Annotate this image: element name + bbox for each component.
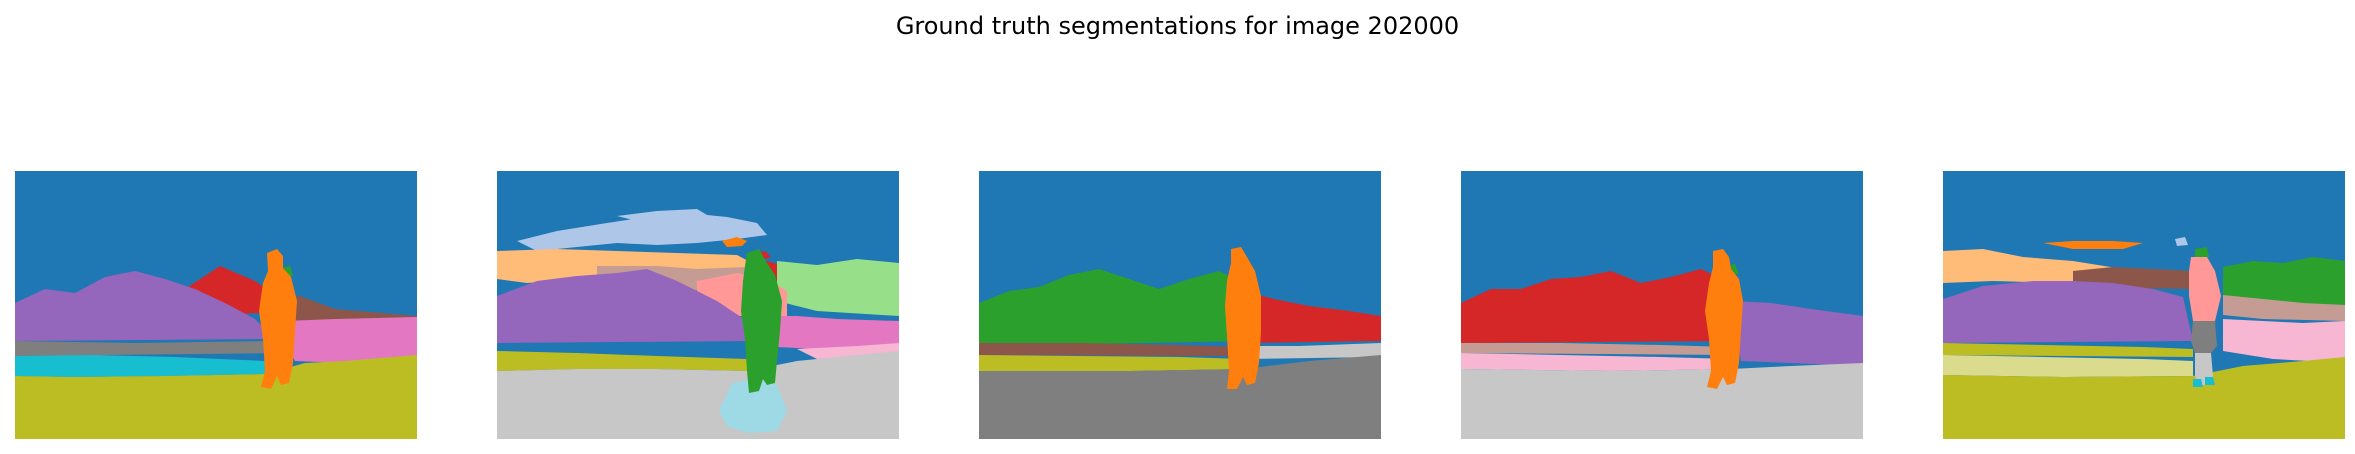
- segment-cloud-light-blue: [2175, 237, 2188, 246]
- segmentation-map-5: [1943, 171, 2345, 439]
- segmentation-map-2: [497, 171, 899, 439]
- segmentation-panel-5: [1943, 171, 2345, 439]
- segment-olive-strip: [1943, 343, 2193, 357]
- segment-cloud-orange: [2043, 241, 2143, 249]
- segment-olive-strip: [497, 351, 747, 371]
- segment-mountain-red: [1461, 269, 1741, 343]
- segment-mountain-purple: [497, 269, 757, 343]
- segment-field-light-pink: [2223, 319, 2345, 363]
- segment-ground-gray: [979, 355, 1381, 439]
- segment-brown-strip: [979, 343, 1244, 356]
- segmentation-panel-1: [15, 171, 417, 439]
- segment-person-orange: [1705, 249, 1743, 389]
- segment-tan-patch: [2223, 295, 2345, 321]
- segment-field-pink: [747, 316, 899, 349]
- segment-mountain-purple: [15, 271, 275, 341]
- segment-hill-light-green: [777, 259, 899, 316]
- segment-gray-band: [15, 341, 285, 356]
- segment-puddle-light-cyan: [719, 379, 787, 433]
- segment-cloud-small: [617, 209, 707, 221]
- segment-person-orange: [259, 249, 297, 389]
- segmentation-panel-3: [979, 171, 1381, 439]
- segment-person-gray: [2191, 321, 2217, 353]
- segment-olive-strip: [979, 355, 1244, 371]
- segmentation-map-4: [1461, 171, 1863, 439]
- segment-tan-strip: [1461, 343, 1731, 355]
- segment-person-pink: [2189, 257, 2221, 323]
- segment-person-hat-green: [2195, 247, 2209, 257]
- segment-light-gray-field: [1244, 343, 1381, 359]
- segmentation-panel-4: [1461, 171, 1863, 439]
- segment-ground-olive: [15, 355, 417, 439]
- segment-mountain-purple: [1943, 281, 2193, 343]
- segment-person-orange: [1225, 247, 1261, 389]
- segment-mountain-green: [979, 269, 1249, 346]
- segment-ground-light-gray: [497, 351, 899, 439]
- segment-person-cyan-shoes-2: [2205, 377, 2215, 385]
- segment-field-pink: [285, 317, 417, 366]
- segment-ground-light-gray: [1461, 363, 1863, 439]
- segmentation-map-3: [979, 171, 1381, 439]
- segment-cloud-orange: [722, 237, 747, 247]
- segment-ground-olive: [1943, 357, 2345, 439]
- segment-person-green: [741, 249, 782, 393]
- segmentation-panel-2: [497, 171, 899, 439]
- segment-person-cyan-shoes: [2193, 379, 2203, 387]
- segment-light-pink-strip: [1461, 353, 1731, 371]
- segment-cloud-light-blue: [517, 213, 767, 251]
- segment-mountain-red: [1244, 291, 1381, 343]
- segmentation-map-1: [15, 171, 417, 439]
- segment-field-purple: [1731, 301, 1863, 366]
- figure-title: Ground truth segmentations for image 202…: [895, 12, 1460, 40]
- segment-water-cyan: [15, 355, 265, 377]
- segment-light-olive-band: [1943, 355, 2193, 377]
